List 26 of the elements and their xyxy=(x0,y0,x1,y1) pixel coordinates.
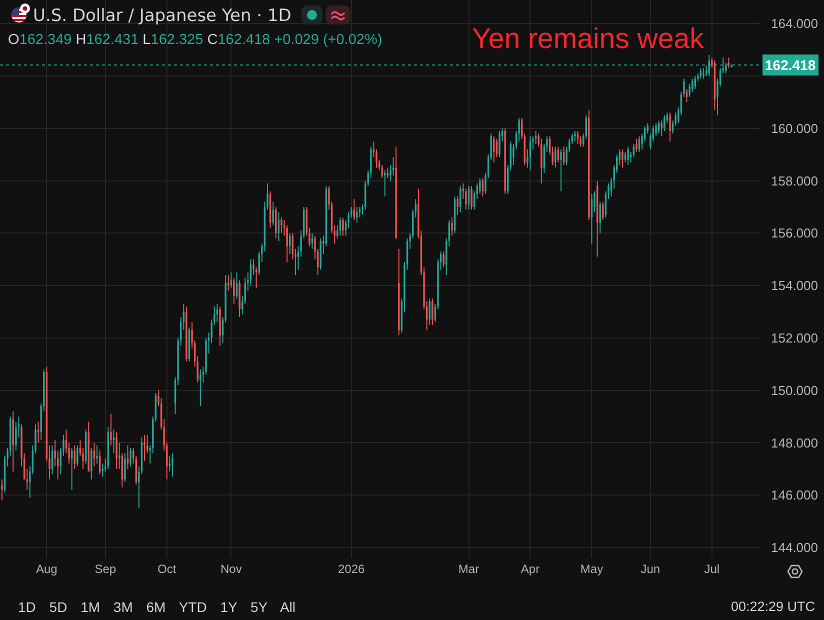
y-tick-label: 148.000 xyxy=(771,435,818,450)
x-tick-label: Nov xyxy=(220,562,242,576)
annotation: Yen remains weak xyxy=(472,22,704,56)
x-tick-label: Oct xyxy=(158,562,177,576)
y-tick-label: 152.000 xyxy=(771,330,818,346)
ref-line-label: 162.418 xyxy=(765,57,816,73)
y-tick-label: 160.000 xyxy=(771,120,818,136)
y-tick-label: 156.000 xyxy=(771,226,818,241)
y-tick-label: 154.000 xyxy=(771,278,818,294)
x-tick-label: Mar xyxy=(458,562,480,576)
chart-title: U.S. Dollar / Japanese Yen · 1D xyxy=(33,6,292,26)
x-tick-label: Jul xyxy=(704,562,720,576)
y-tick-label: 158.000 xyxy=(771,173,818,188)
text: 1D 5D 1M 3M 6M YTD 1Y 5Y All xyxy=(18,598,296,616)
x-tick-label: May xyxy=(580,562,604,576)
y-tick-label: 150.000 xyxy=(771,382,818,398)
x-tick-label: Aug xyxy=(36,562,58,576)
y-tick-label: 144.000 xyxy=(771,540,818,556)
y-tick-label: 146.000 xyxy=(771,488,818,503)
x-tick-label: 2026 xyxy=(338,562,366,576)
text: O162.349 H162.431 L162.325 C162.418 +0.029 (+0.02%) xyxy=(8,32,382,48)
text: 00:22:29 UTC xyxy=(730,599,815,615)
x-tick-label: Sep xyxy=(94,562,116,576)
x-tick-label: Jun xyxy=(640,562,660,576)
x-tick-label: Apr xyxy=(520,562,540,576)
y-tick-label: 164.000 xyxy=(771,16,818,32)
